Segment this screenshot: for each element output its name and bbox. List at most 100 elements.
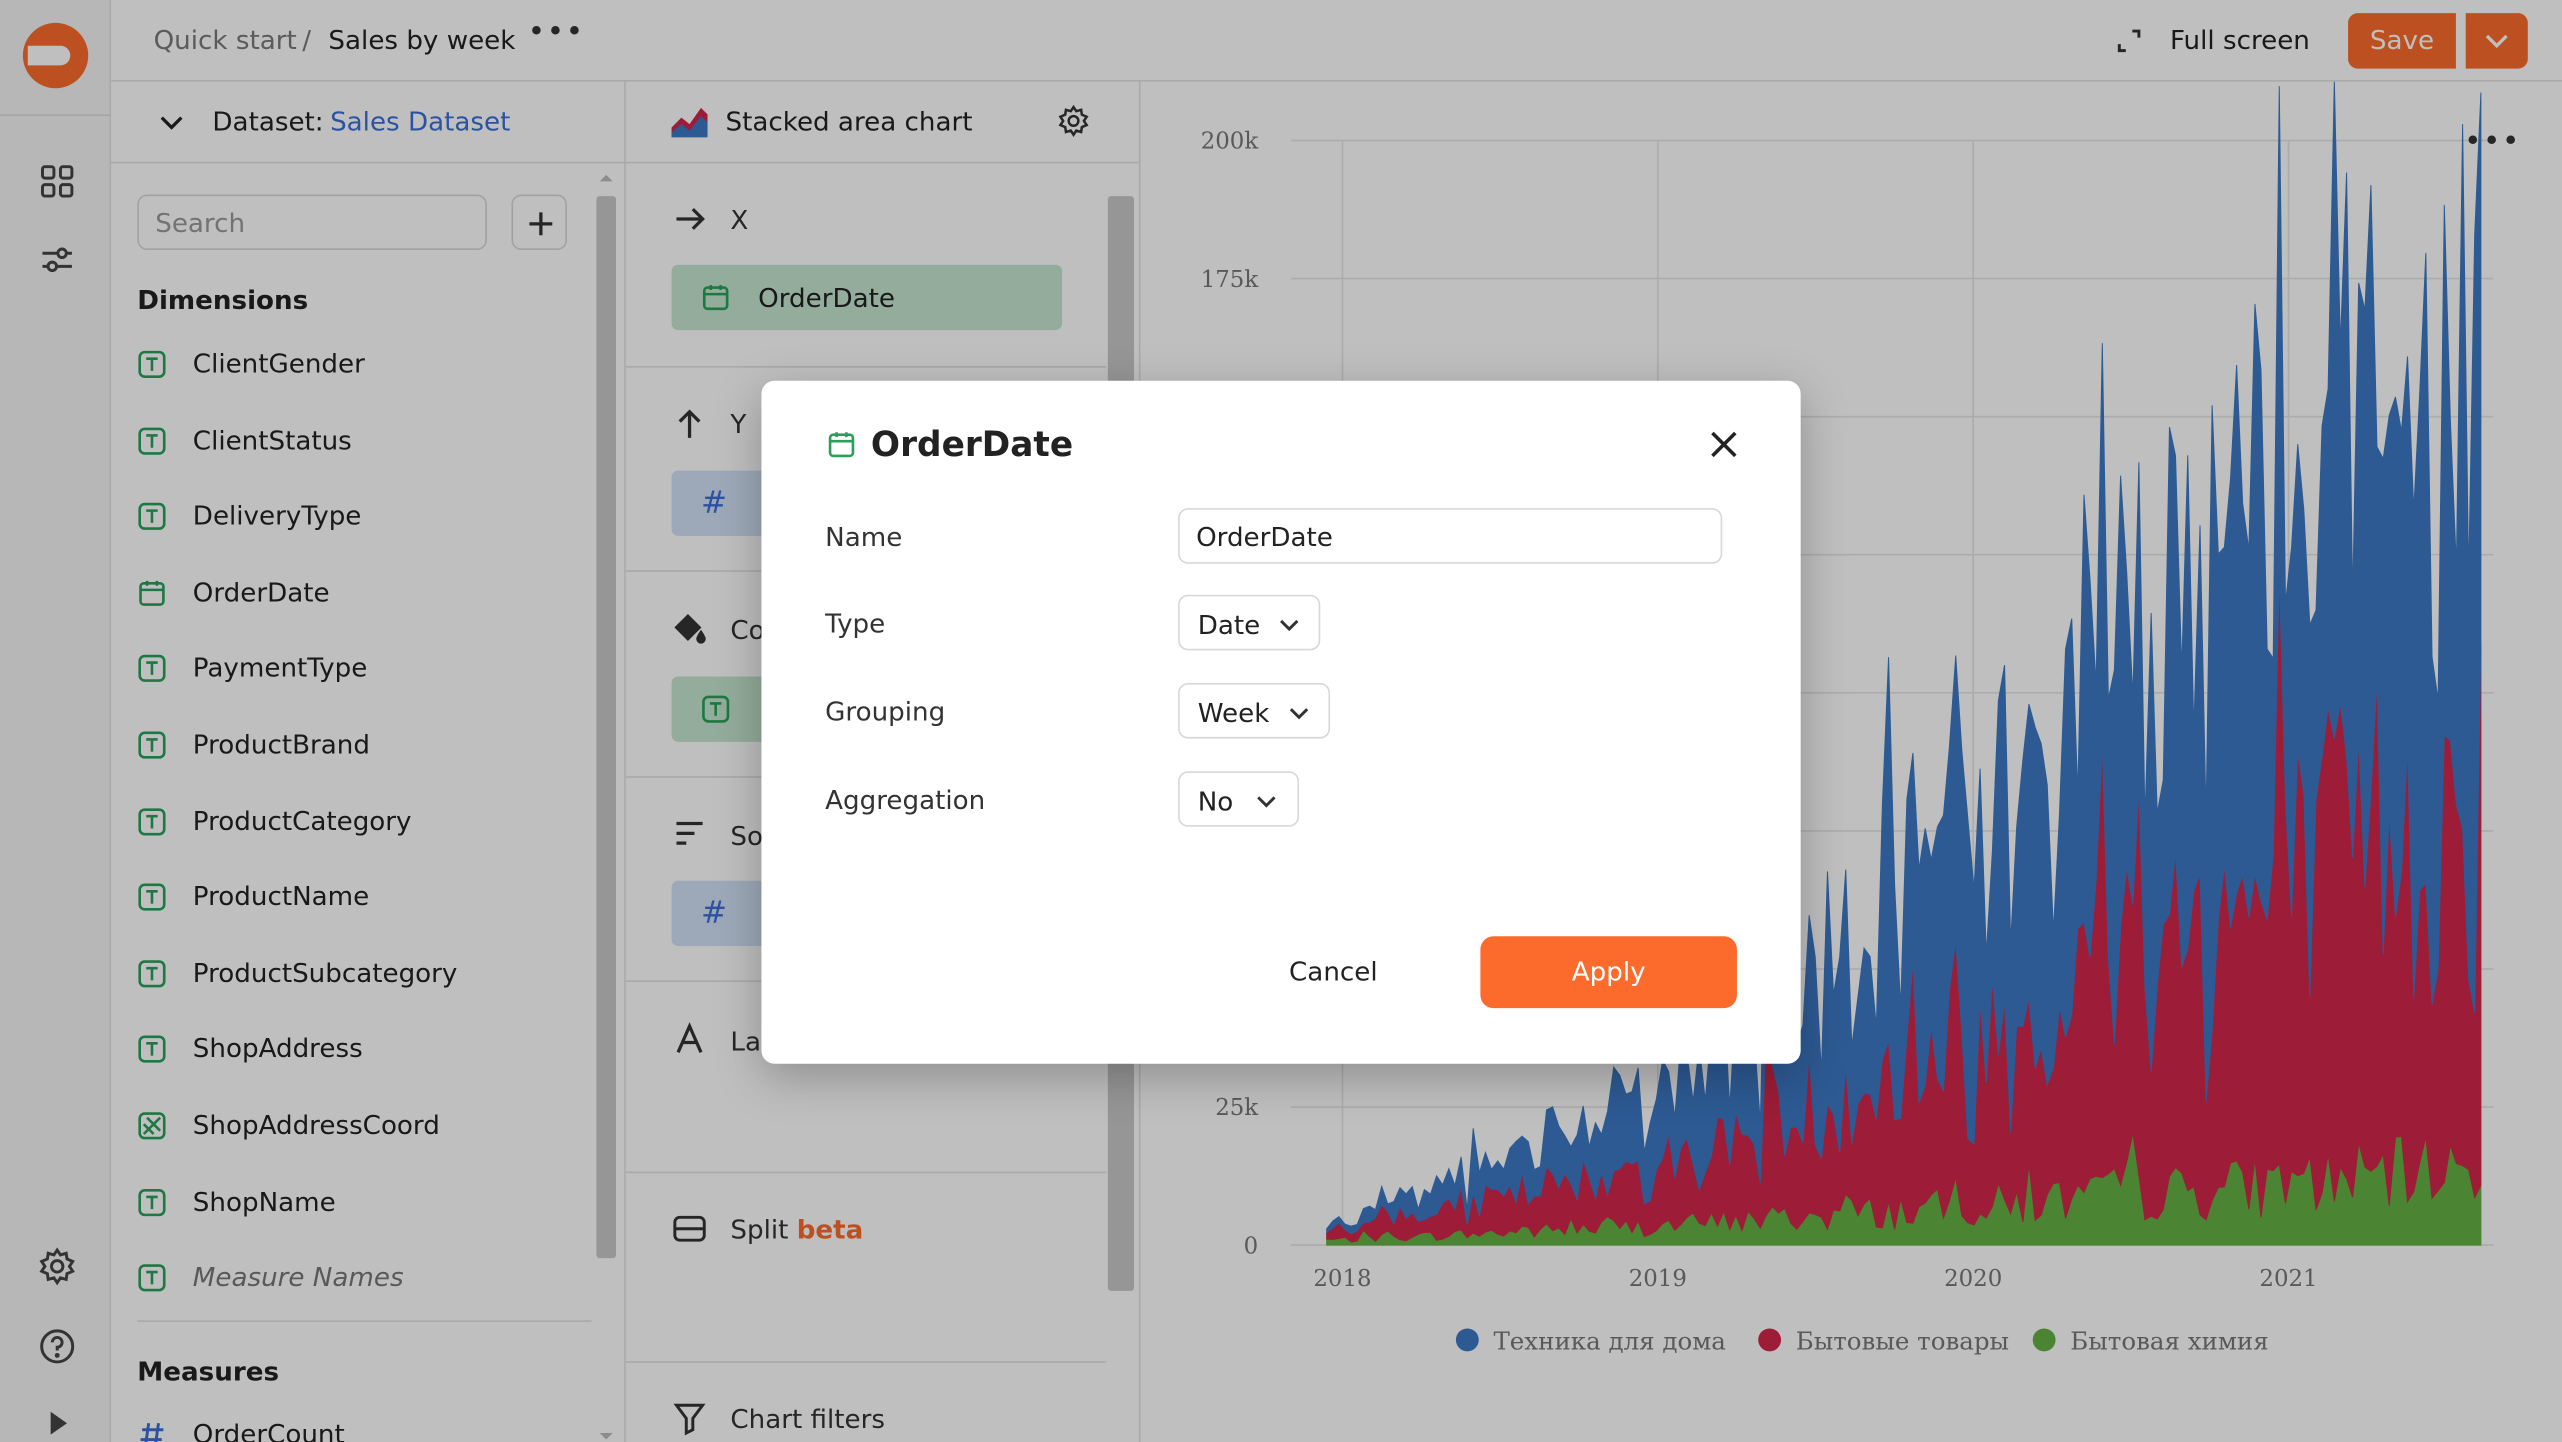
dimension-field[interactable]: Measure Names	[137, 1258, 578, 1297]
add-field-button[interactable]	[511, 194, 567, 251]
chart-area: ••• 0 25k 175k 200k 2018 2019 2020 2021 Техника …	[1140, 81, 2562, 1442]
section-labels-label: La	[730, 1026, 761, 1058]
dimension-field[interactable]: DeliveryType	[137, 497, 578, 536]
text-type-icon	[138, 350, 166, 378]
dimension-field[interactable]: ProductName	[137, 878, 578, 917]
section-y: Y	[626, 405, 1106, 568]
expand-rail-icon[interactable]	[36, 1402, 78, 1442]
fullscreen-icon[interactable]	[2114, 26, 2143, 55]
section-sort-label: So	[730, 820, 764, 852]
dimension-field[interactable]: OrderDate	[137, 573, 578, 612]
aggregation-select[interactable]: No	[1178, 771, 1300, 827]
y-tick-label: 0	[1244, 1233, 1259, 1259]
arrow-right-icon	[676, 207, 705, 230]
dimension-field-label: DeliveryType	[192, 500, 362, 532]
dimension-field[interactable]: ShopName	[137, 1182, 578, 1221]
name-input[interactable]	[1178, 508, 1723, 564]
dimension-field[interactable]: ProductBrand	[137, 725, 578, 764]
y-tick-label: 200k	[1201, 129, 1260, 155]
x-field-chip[interactable]: OrderDate	[671, 264, 1063, 331]
apply-button[interactable]: Apply	[1480, 936, 1737, 1009]
dimension-field-label: ProductCategory	[192, 804, 412, 836]
aggregation-select-value: No	[1197, 785, 1234, 817]
dimension-field[interactable]: ClientGender	[137, 345, 578, 384]
name-label: Name	[825, 521, 903, 553]
cancel-button[interactable]: Cancel	[1289, 955, 1378, 987]
dimension-field-label: ClientStatus	[192, 424, 352, 456]
chevron-down-icon[interactable]	[157, 108, 186, 137]
dataset-header[interactable]: Dataset: Sales Dataset	[111, 82, 626, 164]
text-type-icon	[138, 655, 166, 683]
section-colors: Co	[626, 609, 1106, 772]
legend-marker[interactable]	[2032, 1328, 2056, 1352]
calendar-icon	[139, 580, 165, 606]
dimension-field-label: ShopAddressCoord	[192, 1109, 440, 1141]
breadcrumb-current: Sales by week	[328, 24, 516, 56]
legend-label[interactable]: Техника для дома	[1493, 1327, 1725, 1356]
dimension-field-label: ProductBrand	[192, 728, 370, 760]
section-divider	[625, 1361, 1107, 1363]
dimension-field[interactable]: ShopAddressCoord	[137, 1106, 578, 1145]
beta-badge: beta	[796, 1214, 864, 1246]
field-search-input[interactable]	[137, 194, 487, 251]
dialog-title: OrderDate	[870, 424, 1074, 465]
settings-gear-icon[interactable]	[36, 1245, 78, 1287]
measure-field-ordercount[interactable]: OrderCount	[137, 1415, 578, 1442]
dimension-field[interactable]: ProductCategory	[137, 802, 578, 841]
field-settings-dialog: OrderDate Name Type Date Grouping Week A…	[761, 380, 1801, 1064]
top-bar: Quick start / Sales by week ••• Full scr…	[111, 0, 2562, 82]
area-chart-icon	[671, 107, 708, 138]
dimension-field-label: ProductName	[192, 881, 370, 913]
more-actions-button[interactable]: •••	[527, 14, 585, 50]
type-select-value: Date	[1197, 609, 1261, 641]
grouping-select[interactable]: Week	[1178, 683, 1331, 739]
chevron-down-icon	[1280, 619, 1299, 632]
dimension-field-label: Measure Names	[192, 1261, 404, 1293]
legend-marker[interactable]	[1758, 1328, 1782, 1352]
aggregation-label: Aggregation	[825, 784, 986, 816]
number-type-icon: #	[700, 895, 728, 932]
sliders-icon[interactable]	[36, 239, 78, 281]
scrollbar-arrows[interactable]	[595, 172, 618, 1442]
save-dropdown-button[interactable]	[2465, 13, 2528, 69]
close-icon[interactable]	[1706, 426, 1742, 462]
app-logo-icon[interactable]	[21, 21, 90, 90]
fullscreen-button[interactable]: Full screen	[2169, 24, 2310, 56]
chevron-down-icon	[2485, 34, 2508, 49]
text-type-icon	[702, 695, 730, 723]
text-type-icon	[138, 959, 166, 988]
help-icon[interactable]	[36, 1325, 78, 1367]
visualization-selector[interactable]: Stacked area chart	[625, 82, 1141, 164]
dimension-field[interactable]: ShopAddress	[137, 1030, 578, 1069]
dataset-name-link[interactable]: Sales Dataset	[330, 106, 511, 138]
breadcrumb-quick-start[interactable]: Quick start	[153, 24, 297, 56]
dashboard-grid-icon[interactable]	[36, 160, 78, 202]
dataset-scrollbar-thumb[interactable]	[596, 196, 617, 1259]
dataset-label: Dataset:	[212, 106, 324, 138]
measure-field-label: OrderCount	[192, 1418, 345, 1442]
funnel-icon	[673, 1403, 706, 1436]
dimension-field[interactable]: ClientStatus	[137, 421, 578, 460]
breadcrumb-separator: /	[302, 24, 312, 56]
legend-marker[interactable]	[1455, 1328, 1479, 1352]
legend-label[interactable]: Бытовая химия	[2070, 1327, 2268, 1356]
dimension-field[interactable]: ProductSubcategory	[137, 954, 578, 993]
section-labels: La	[626, 1021, 1106, 1184]
dimension-field-label: ClientGender	[192, 348, 365, 380]
save-button[interactable]: Save	[2348, 13, 2456, 69]
legend-label[interactable]: Бытовые товары	[1796, 1327, 2009, 1356]
chart-menu-button[interactable]: •••	[2464, 124, 2522, 159]
visualization-settings-icon[interactable]	[1056, 103, 1092, 139]
dimension-field[interactable]: PaymentType	[137, 649, 578, 688]
dataset-panel: Dataset: Sales Dataset Dimensions Client…	[111, 81, 626, 1442]
text-type-icon	[138, 426, 166, 455]
left-rail	[0, 0, 112, 1442]
y-tick-label: 175k	[1201, 267, 1260, 293]
type-select[interactable]: Date	[1178, 594, 1321, 651]
text-type-icon	[138, 1264, 166, 1292]
visualization-title: Stacked area chart	[725, 106, 973, 138]
x-field-label: OrderDate	[758, 282, 895, 314]
list-divider	[137, 1320, 592, 1322]
section-y-label: Y	[730, 408, 747, 440]
text-type-icon	[138, 807, 166, 835]
